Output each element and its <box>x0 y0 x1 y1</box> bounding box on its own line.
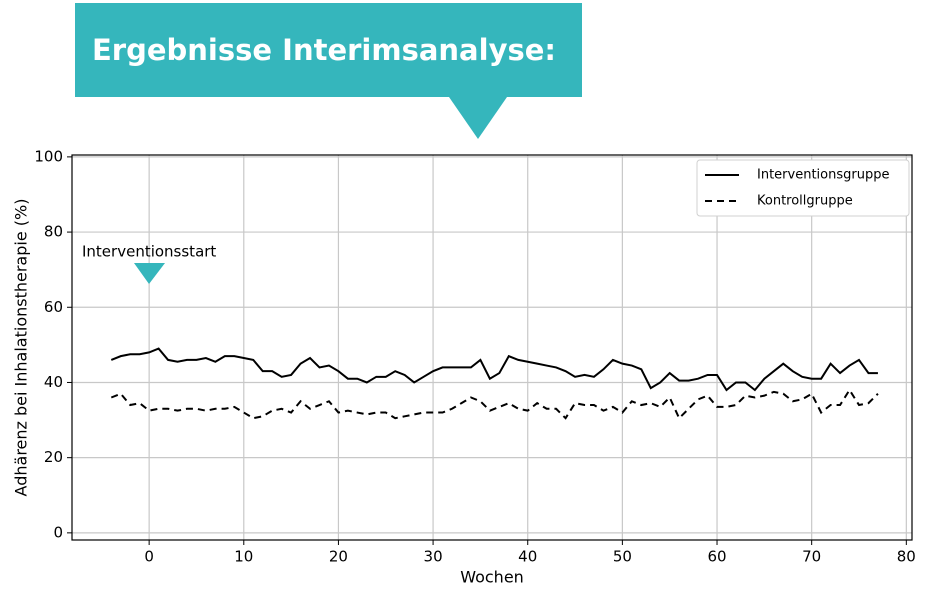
y-tick-label: 60 <box>44 298 63 316</box>
x-tick-label: 0 <box>144 548 154 566</box>
plot-frame <box>71 154 913 541</box>
x-axis-label: Wochen <box>460 568 524 587</box>
y-tick-label: 40 <box>44 373 63 391</box>
annotation: Interventionsstart <box>82 243 216 261</box>
data-line <box>110 388 879 420</box>
banner-pointer <box>449 97 507 139</box>
banner-title: Ergebnisse Interimsanalyse: <box>92 33 556 67</box>
y-tick-label: 100 <box>34 147 63 165</box>
legend-label: Interventionsgruppe <box>757 168 889 183</box>
x-tick-label: 10 <box>234 548 253 566</box>
y-axis-label: Adhärenz bei Inhalationstherapie (%) <box>12 199 31 497</box>
chart: 0 20 40 60 80 100 0 10 20 30 40 50 60 70 80 Wochen Adhär… <box>12 147 916 586</box>
x-tick-label: 30 <box>424 548 443 566</box>
x-tick-label: 70 <box>802 548 821 566</box>
x-tick-label: 20 <box>329 548 348 566</box>
data-line <box>110 347 878 392</box>
x-tick-label: 60 <box>707 548 726 566</box>
banner <box>75 3 582 97</box>
x-tick-label: 80 <box>897 548 916 566</box>
legend-label: Kontrollgruppe <box>757 194 853 209</box>
legend-box <box>696 159 910 217</box>
x-tick-label: 40 <box>518 548 537 566</box>
x-tick-label: 50 <box>613 548 632 566</box>
annotation-marker <box>134 263 165 284</box>
y-tick-label: 20 <box>44 448 63 466</box>
y-tick-label: 80 <box>44 223 63 241</box>
y-tick-label: 0 <box>53 523 63 541</box>
